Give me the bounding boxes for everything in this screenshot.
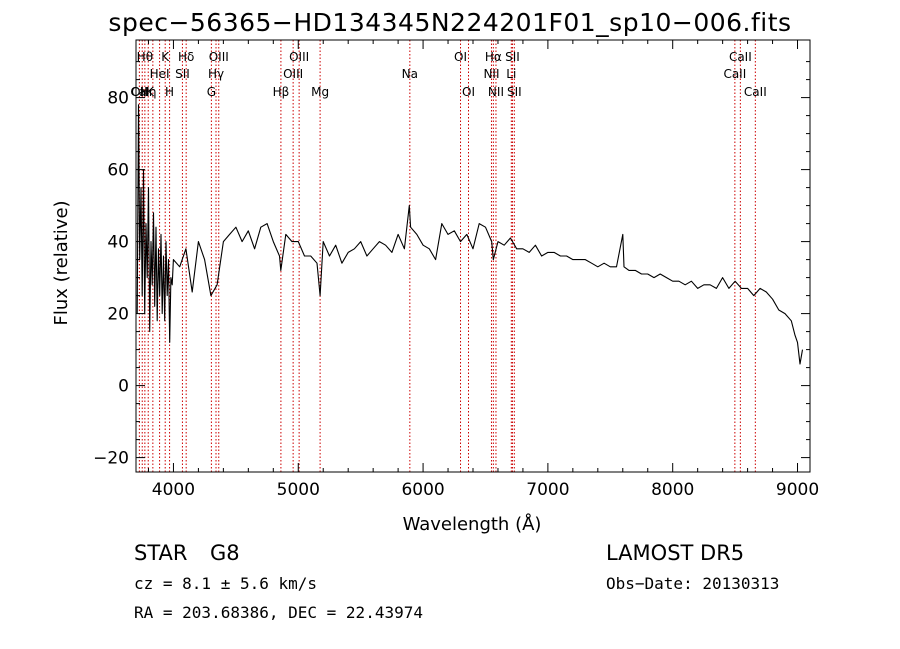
survey-name: LAMOST DR5 (606, 541, 745, 565)
plot-frame (135, 39, 811, 473)
line-marker-label: OIII (209, 50, 229, 64)
chart-title: spec−56365−HD134345N224201F01_sp10−006.f… (108, 8, 792, 37)
line-marker-label: Li (506, 67, 516, 81)
subclass: G8 (210, 541, 240, 565)
x-tick-label: 6000 (401, 480, 444, 500)
line-marker-label: Hθ (137, 50, 153, 64)
line-marker-label: Hβ (273, 85, 290, 99)
line-marker-label: CaII (729, 50, 752, 64)
line-marker-label: SII (505, 50, 520, 64)
x-tick-label: 5000 (277, 480, 320, 500)
y-tick-label: 60 (107, 161, 129, 181)
line-marker-label: SII (507, 85, 522, 99)
line-marker-label: Hη (140, 85, 157, 99)
object-class: STAR (134, 541, 188, 565)
axis-tick-labels: 4000 5000 6000 7000 8000 9000 −20 0 20 40 60 80 (93, 89, 819, 500)
y-tick-label: 20 (107, 305, 129, 325)
line-marker-label: OII (131, 85, 148, 99)
x-tick-label: 7000 (526, 480, 569, 500)
line-marker-label: G (207, 85, 216, 99)
line-marker-label: Mg (311, 85, 329, 99)
line-marker-label: K (161, 50, 170, 64)
y-tick-label: 0 (118, 377, 129, 397)
line-marker-label: Na (402, 67, 418, 81)
axis-ticks (136, 40, 810, 472)
line-marker-label: H (165, 85, 174, 99)
line-marker-label: NII (483, 67, 499, 81)
x-axis-label: Wavelength (Å) (403, 513, 542, 535)
line-marker-label: NII (488, 85, 504, 99)
x-tick-label: 9000 (776, 480, 819, 500)
line-marker-label: Hα (485, 50, 502, 64)
line-marker-label: CaII (723, 67, 746, 81)
line-marker-label: Hγ (208, 67, 224, 81)
y-tick-label: −20 (93, 449, 129, 469)
y-tick-label: 40 (107, 233, 129, 253)
line-marker-label: CaII (744, 85, 767, 99)
spectrum-line (136, 104, 804, 365)
coordinates-text: RA = 203.68386, DEC = 22.43974 (134, 603, 423, 622)
line-marker-label: OIII (283, 67, 303, 81)
redshift-text: cz = 8.1 ± 5.6 km/s (134, 574, 318, 593)
y-axis-label: Flux (relative) (51, 200, 72, 325)
y-tick-label: 80 (107, 89, 129, 109)
line-marker-label: OIII (289, 50, 309, 64)
line-marker-label: OI (462, 85, 475, 99)
line-marker-label: CaK (130, 85, 155, 99)
line-marker-label: OI (454, 50, 467, 64)
obs-date: Obs−Date: 20130313 (606, 574, 780, 593)
line-marker-label: HeI (150, 67, 170, 81)
x-tick-label: 8000 (651, 480, 694, 500)
line-marker-label: SII (175, 67, 190, 81)
line-marker-labels: OIICaKHθHηHeIKHSIIHδGHγOIIIHβOIIIOIIIMgN… (130, 50, 766, 99)
line-marker-label: Hδ (178, 50, 194, 64)
line-markers (138, 40, 756, 472)
x-tick-label: 4000 (152, 480, 195, 500)
